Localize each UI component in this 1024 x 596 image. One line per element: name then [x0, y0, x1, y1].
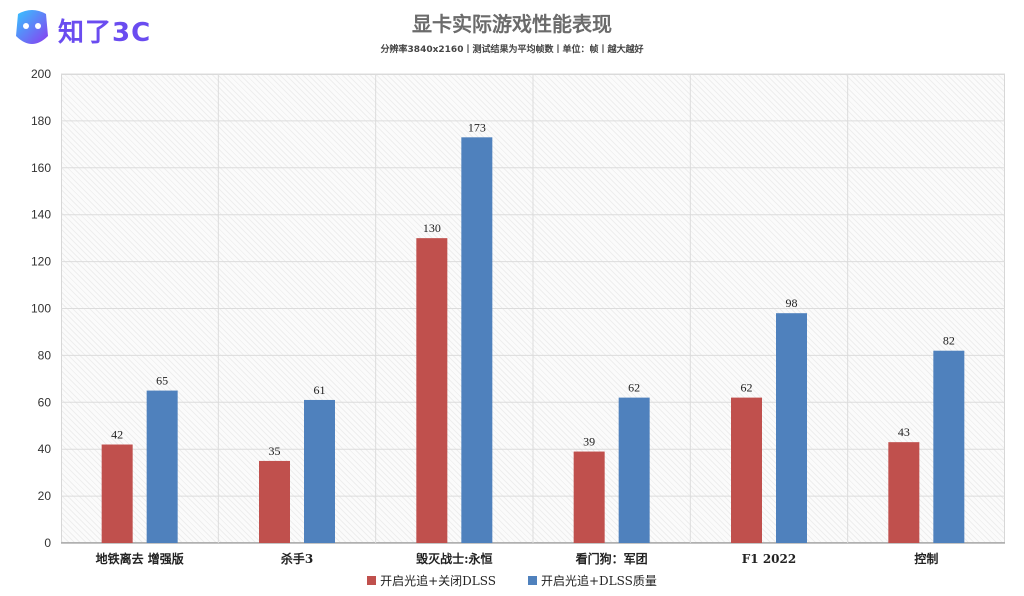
y-tick-label: 20 — [38, 489, 52, 503]
legend-swatch-series1 — [367, 576, 377, 585]
logo-text: 知了3C — [58, 18, 152, 48]
data-label: 42 — [111, 428, 123, 442]
bar-series2 — [304, 399, 335, 543]
bar-series1 — [259, 460, 290, 543]
bar-series1 — [731, 397, 762, 543]
bar-series2 — [146, 390, 178, 543]
data-label: 173 — [468, 120, 486, 134]
logo: 知了3C — [10, 6, 160, 52]
legend-item-series1: 开启光追+关闭DLSS — [367, 572, 496, 589]
y-tick-label: 40 — [38, 442, 52, 456]
bar-series2 — [618, 397, 650, 543]
x-tick-label: 控制 — [914, 551, 938, 566]
bar-series1 — [101, 444, 133, 543]
chart-title: 显卡实际游戏性能表现 — [412, 12, 612, 36]
y-tick-label: 160 — [31, 161, 51, 175]
y-tick-label: 60 — [38, 395, 52, 409]
data-label: 43 — [898, 425, 910, 439]
legend-label-series2: 开启光追+DLSS质量 — [541, 574, 657, 588]
y-tick-label: 100 — [31, 302, 51, 316]
chart-subtitle: 分辨率3840x2160丨测试结果为平均帧数丨单位：帧丨越大越好 — [380, 45, 644, 55]
data-label: 35 — [269, 444, 281, 458]
data-label: 65 — [156, 374, 168, 388]
data-label: 82 — [943, 334, 955, 348]
y-tick-label: 200 — [31, 67, 51, 81]
legend-swatch-series2 — [528, 576, 537, 585]
y-tick-label: 180 — [31, 114, 51, 128]
data-label: 130 — [423, 221, 441, 235]
y-tick-label: 140 — [31, 208, 51, 222]
x-tick-label: 杀手3 — [281, 551, 313, 566]
data-label: 62 — [741, 381, 753, 395]
x-tick-label: 地铁离去 增强版 — [96, 551, 184, 566]
data-label: 62 — [628, 381, 640, 395]
legend-label-series1: 开启光追+关闭DLSS — [380, 574, 496, 588]
x-tick-label: 毁灭战士:永恒 — [416, 551, 492, 566]
x-tick-label: 看门狗：军团 — [576, 551, 648, 566]
legend-item-series2: 开启光追+DLSS质量 — [528, 572, 657, 589]
bar-series1 — [416, 238, 448, 543]
data-label: 61 — [314, 383, 326, 397]
data-label: 98 — [786, 296, 798, 310]
y-tick-label: 120 — [31, 255, 51, 269]
x-tick-label: F1 2022 — [742, 552, 796, 566]
bar-series1 — [573, 451, 605, 543]
logo-icon — [16, 10, 48, 44]
bar-series2 — [776, 313, 807, 543]
bar-series2 — [461, 137, 493, 543]
y-tick-label: 0 — [44, 536, 51, 550]
legend: 开启光追+关闭DLSS 开启光追+DLSS质量 — [0, 572, 1024, 589]
data-label: 39 — [583, 435, 595, 449]
bar-series1 — [888, 442, 920, 543]
y-tick-label: 80 — [38, 348, 52, 362]
bar-series2 — [933, 350, 965, 543]
